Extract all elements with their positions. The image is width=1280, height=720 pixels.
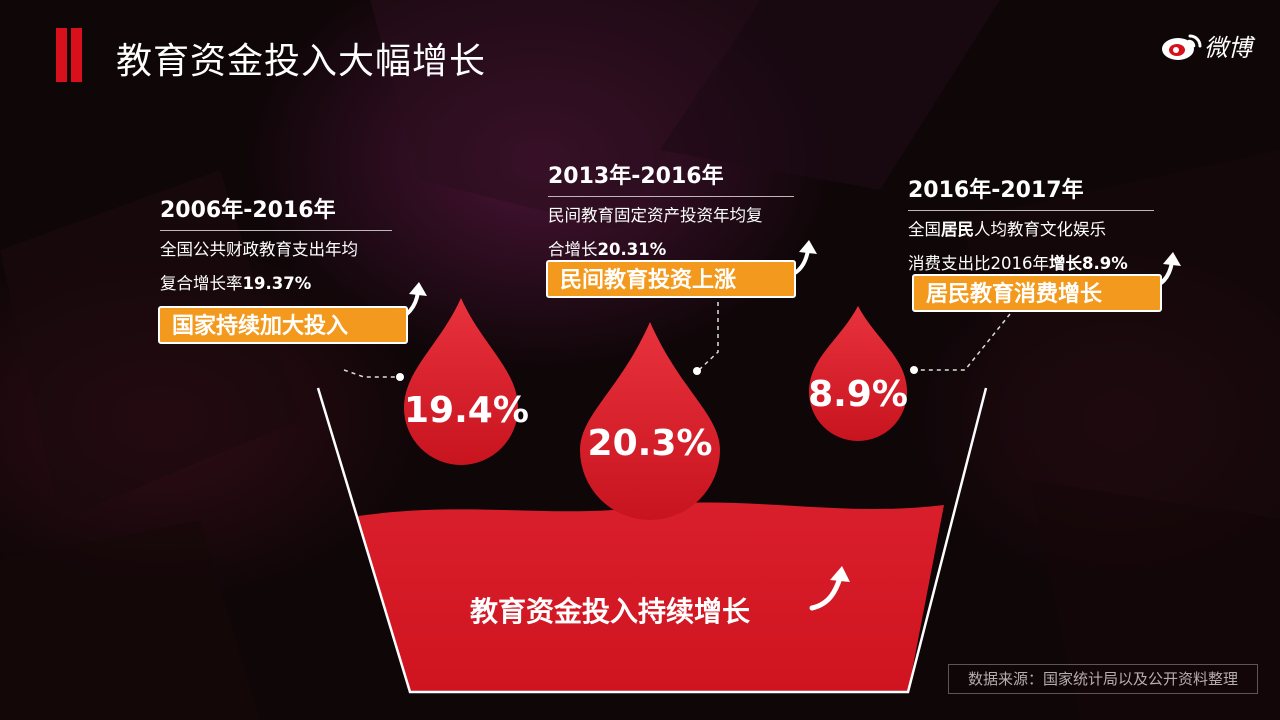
drop-2 <box>580 322 720 520</box>
tag-government-investment: 国家持续加大投入 <box>158 306 408 344</box>
desc-line-1c: 人均教育文化娱乐 <box>974 220 1106 239</box>
tag-household-spending: 居民教育消费增长 <box>912 274 1162 312</box>
logo-text: 微博 <box>1204 34 1252 62</box>
divider <box>548 196 794 197</box>
page-title: 教育资金投入大幅增长 <box>116 41 487 82</box>
desc-line-2-prefix: 消费支出比2016年 <box>908 254 1049 273</box>
info-block-2006-2016: 2006年-2016年 全国公共财政教育支出年均 复合增长率19.37% <box>160 192 392 301</box>
block-description: 民间教育固定资产投资年均复 合增长20.31% <box>548 199 794 267</box>
block-description: 全国公共财政教育支出年均 复合增长率19.37% <box>160 233 392 301</box>
desc-line-1: 民间教育固定资产投资年均复 <box>548 206 763 225</box>
drop-value-3: 8.9% <box>808 374 908 415</box>
drop-value-2: 20.3% <box>587 423 713 464</box>
data-source-note: 数据来源：国家统计局以及公开资料整理 <box>948 664 1258 694</box>
divider <box>908 210 1154 211</box>
desc-line-1b: 居民 <box>941 220 974 239</box>
period-label: 2013年-2016年 <box>548 164 724 189</box>
desc-line-1a: 全国 <box>908 220 941 239</box>
desc-line-2-value: 19.37% <box>242 274 312 293</box>
info-block-2016-2017: 2016年-2017年 全国居民人均教育文化娱乐 消费支出比2016年增长8.9… <box>908 172 1154 281</box>
desc-line-2-value: 20.31% <box>597 240 667 259</box>
desc-line-1: 全国公共财政教育支出年均 <box>160 240 358 259</box>
desc-line-2-value: 增长8.9% <box>1049 254 1128 273</box>
period-label: 2006年-2016年 <box>160 198 336 223</box>
weibo-eye-icon <box>1162 34 1202 60</box>
info-block-2013-2016: 2013年-2016年 民间教育固定资产投资年均复 合增长20.31% <box>548 158 794 267</box>
tag-private-investment: 民间教育投资上涨 <box>546 260 796 298</box>
arrow-up-icon-basin <box>809 566 850 611</box>
desc-line-2-prefix: 合增长 <box>548 240 598 259</box>
basin-label: 教育资金投入持续增长 <box>470 595 751 628</box>
block-description: 全国居民人均教育文化娱乐 消费支出比2016年增长8.9% <box>908 213 1154 281</box>
title-accent-bar <box>56 28 86 82</box>
period-label: 2016年-2017年 <box>908 178 1084 203</box>
drop-1 <box>404 298 518 465</box>
drop-value-1: 19.4% <box>404 390 529 431</box>
weibo-logo: 微博 <box>1160 28 1260 62</box>
divider <box>160 230 392 231</box>
desc-line-2-prefix: 复合增长率 <box>160 274 243 293</box>
